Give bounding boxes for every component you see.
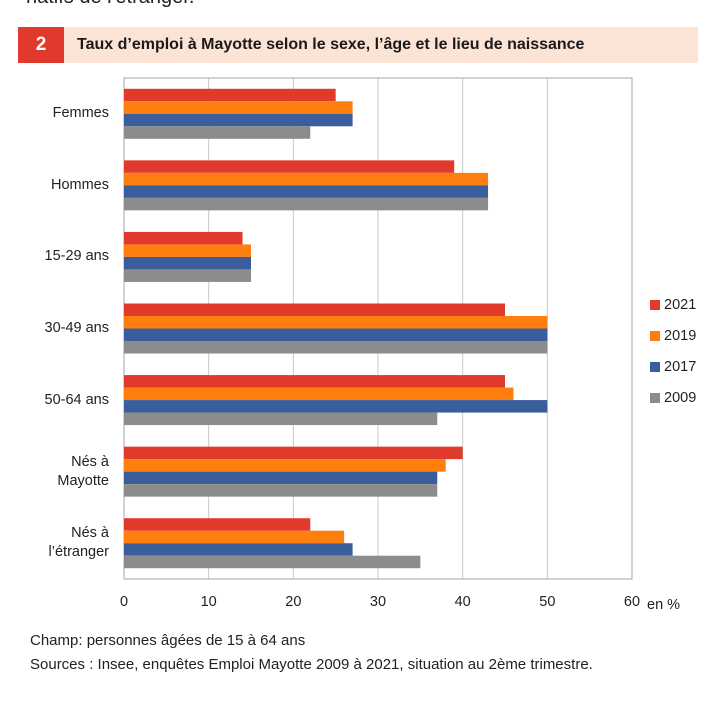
- previous-text-fragment: natifs de l'étranger.: [26, 0, 194, 9]
- bar-2017: [124, 328, 548, 341]
- category-label-line: 30-49 ans: [44, 320, 110, 336]
- bar-2017: [124, 471, 438, 485]
- x-tick-label: 20: [285, 594, 302, 610]
- bar-2009: [124, 197, 489, 211]
- category-label-line: l’étranger: [48, 544, 109, 561]
- category-label-line: 15-29 ans: [44, 248, 110, 265]
- category-label: Femmes: [4, 104, 109, 123]
- bar-2021: [124, 160, 455, 173]
- bar-2019: [124, 530, 345, 544]
- category-label-line: 50-64 ans: [44, 391, 110, 408]
- bar-2021: [124, 446, 463, 460]
- legend-item: 2021: [650, 296, 696, 314]
- category-label: Nés à l’étranger: [4, 524, 109, 562]
- bar-2017: [124, 543, 353, 556]
- bar-2017: [124, 185, 489, 198]
- figure-number: 2: [18, 27, 64, 63]
- category-label: 50-64 ans: [4, 391, 110, 410]
- legend-label: 2019: [664, 328, 697, 344]
- category-label: Nés à Mayotte: [4, 453, 109, 491]
- category-label-line: Nés à: [71, 525, 109, 542]
- category-label-line: Femmes: [52, 105, 109, 122]
- figure-header: 2 Taux d’emploi à Mayotte selon le sexe,…: [18, 27, 698, 63]
- legend-swatch: [650, 362, 660, 372]
- legend-label: 2021: [664, 297, 697, 313]
- legend-item: 2019: [650, 327, 696, 345]
- bar-2019: [124, 172, 489, 186]
- bar-2019: [124, 387, 514, 401]
- bar-2009: [124, 555, 421, 569]
- x-tick-label: 50: [539, 594, 556, 610]
- category-label: 15-29 ans: [4, 247, 110, 266]
- bar-2009: [124, 269, 251, 282]
- bar-2019: [124, 244, 251, 257]
- bar-2019: [124, 459, 446, 472]
- figure-title: Taux d’emploi à Mayotte selon le sexe, l…: [77, 36, 585, 53]
- legend-item: 2017: [650, 358, 696, 376]
- bar-2009: [124, 126, 311, 139]
- x-tick-label: 30: [369, 594, 387, 610]
- scope-note: Champ: personnes âgées de 15 à 64 ans: [30, 632, 306, 649]
- x-tick-label: 10: [200, 594, 217, 610]
- legend-label: 2017: [664, 359, 697, 375]
- bar-2017: [124, 400, 548, 413]
- category-label: 30-49 ans: [4, 319, 110, 338]
- bar-2017: [124, 256, 251, 270]
- bar-2009: [124, 341, 548, 354]
- sources-note: Sources : Insee, enquêtes Emploi Mayotte…: [30, 656, 593, 673]
- legend-swatch: [650, 393, 660, 403]
- bar-2021: [124, 375, 505, 388]
- category-label-line: Nés à: [71, 453, 109, 470]
- bar-2009: [124, 484, 438, 497]
- bar-2021: [124, 88, 336, 102]
- legend-swatch: [650, 331, 660, 341]
- legend-swatch: [650, 300, 660, 310]
- x-tick-label: 40: [454, 594, 471, 610]
- category-label: Hommes: [4, 176, 109, 195]
- x-tick-label: 0: [119, 594, 129, 610]
- bar-2017: [124, 113, 353, 127]
- category-label-line: Hommes: [50, 176, 109, 193]
- x-tick-label: 60: [623, 594, 641, 610]
- bar-2019: [124, 316, 548, 329]
- legend-item: 2009: [650, 389, 696, 407]
- bar-2021: [124, 231, 243, 245]
- bar-2019: [124, 101, 353, 114]
- bar-2021: [124, 518, 311, 531]
- x-axis-unit-label: en %: [647, 597, 681, 613]
- bar-2021: [124, 303, 505, 316]
- category-label-line: Mayotte: [57, 472, 109, 489]
- legend-label: 2009: [664, 390, 697, 406]
- bar-2009: [124, 412, 438, 426]
